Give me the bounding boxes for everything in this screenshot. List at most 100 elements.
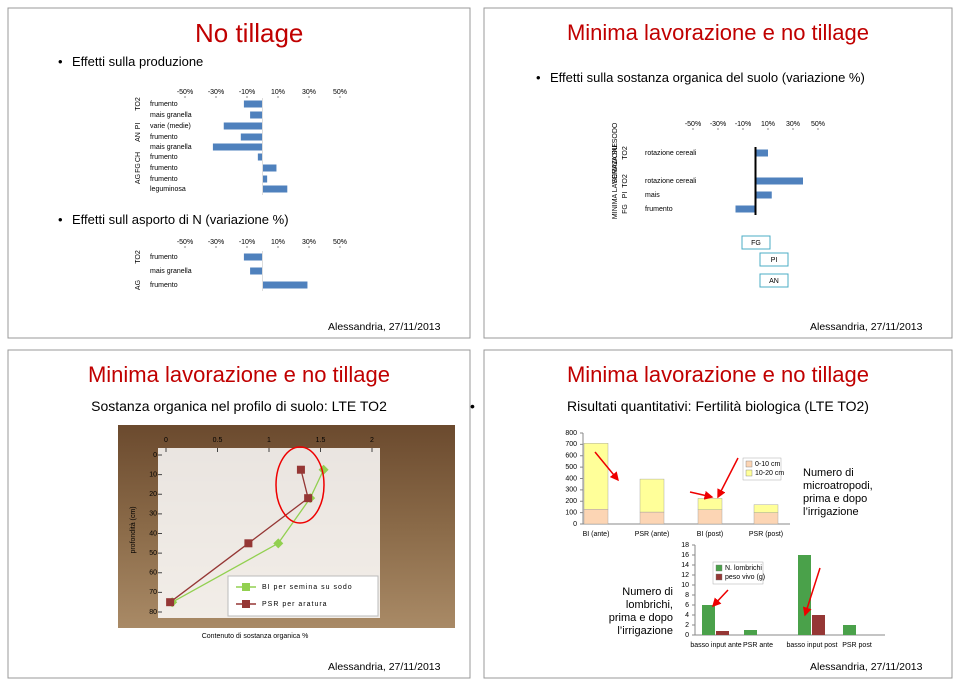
y-tick-label: 8 — [685, 592, 689, 599]
legend-box — [712, 561, 764, 585]
x-tick-label: 50% — [333, 89, 347, 96]
series-line — [171, 469, 325, 603]
x-tick-label: -30% — [208, 89, 224, 96]
x-tick-label: -50% — [177, 89, 193, 96]
y-tick-label: 18 — [681, 542, 689, 549]
category-label: frumento — [150, 165, 178, 172]
note: Numero di lombrichi, prima e dopo l’irri… — [608, 586, 673, 637]
category-label: frumento — [150, 134, 178, 141]
x-tick-label: PSR (post) — [749, 531, 783, 538]
y-tick-label: 70 — [149, 589, 157, 596]
marker-label: FG — [751, 240, 761, 247]
category-label: frumento — [150, 282, 178, 289]
legend-label: PSR per aratura — [262, 601, 328, 608]
slide-footer: Alessandria, 27/11/2013 — [328, 321, 441, 333]
section-label: SEMINA SU SODO — [612, 122, 619, 183]
category-label: frumento — [645, 206, 673, 213]
legend-label: 10-20 cm — [755, 470, 784, 477]
category-label: mais granella — [150, 268, 192, 275]
annotation-arrow — [689, 490, 714, 500]
x-tick-label: BI (ante) — [583, 531, 610, 538]
x-tick-label: -10% — [239, 89, 255, 96]
x-tick-label: -50% — [177, 239, 193, 246]
annotation-arrow — [717, 457, 739, 499]
series-line — [169, 469, 309, 603]
y-tick-label: 4 — [685, 612, 689, 619]
y-tick-label: 50 — [149, 550, 157, 557]
legend-box — [227, 575, 379, 617]
category-label: leguminosa — [150, 186, 186, 193]
y-tick-label: 2 — [685, 622, 689, 629]
category-label: mais granella — [150, 112, 192, 119]
x-tick-label: PSR (ante) — [635, 531, 670, 538]
x-tick-label: basso input ante — [690, 642, 741, 649]
x-tick-label: 30% — [786, 121, 800, 128]
y-tick-label: 16 — [681, 552, 689, 559]
bar-segment — [639, 511, 665, 525]
x-tick-label: PSR ante — [743, 642, 773, 649]
point — [304, 494, 313, 503]
bar — [812, 615, 825, 635]
category-label: mais granella — [150, 144, 192, 151]
y-tick-label: 300 — [565, 487, 577, 494]
y-tick-label: 0 — [153, 452, 157, 459]
point — [273, 538, 284, 549]
x-tick-label: 1 — [267, 437, 271, 444]
slide-footer: Alessandria, 27/11/2013 — [810, 661, 923, 673]
bar — [262, 175, 268, 183]
legend-swatch-marker — [242, 583, 250, 591]
group-label: FG — [135, 163, 142, 173]
bar — [716, 631, 729, 635]
x-tick-label: -30% — [208, 239, 224, 246]
bar — [240, 133, 263, 141]
bar — [798, 555, 811, 635]
marker-label: AN — [769, 278, 779, 285]
bar — [212, 143, 263, 151]
category-label: rotazione cereali — [645, 178, 697, 185]
y-tick-label: 80 — [149, 609, 157, 616]
annotation-arrow — [711, 589, 729, 608]
y-tick-label: 12 — [681, 572, 689, 579]
y-tick-label: 500 — [565, 464, 577, 471]
group-label: PI — [135, 123, 142, 130]
x-tick-label: 2 — [370, 437, 374, 444]
bar-segment — [697, 509, 723, 525]
y-tick-label: 14 — [681, 562, 689, 569]
group-label: FG — [622, 204, 629, 214]
legend-label: 0-10 cm — [755, 461, 780, 468]
y-tick-label: 100 — [565, 509, 577, 516]
bar — [257, 153, 263, 161]
section-label: MINIMA LAVORAZIONE — [612, 143, 619, 219]
group-label: PI — [622, 192, 629, 199]
slide-footer: Alessandria, 27/11/2013 — [810, 321, 923, 333]
x-tick-label: 0 — [164, 437, 168, 444]
y-tick-label: 0 — [685, 632, 689, 639]
y-tick-label: 700 — [565, 441, 577, 448]
category-label: frumento — [150, 154, 178, 161]
bar — [250, 111, 263, 119]
bar — [262, 281, 308, 289]
y-tick-label: 20 — [149, 491, 157, 498]
y-tick-label: 30 — [149, 511, 157, 518]
slide-title: No tillage — [195, 18, 304, 48]
legend-swatch-marker — [242, 600, 250, 608]
x-tick-label: 0.5 — [213, 437, 223, 444]
x-tick-label: -10% — [735, 121, 751, 128]
x-tick-label: BI (post) — [697, 531, 723, 538]
x-axis-label: Contenuto di sostanza organica % — [202, 633, 309, 640]
note: Numero di microatropodi, prima e dopo l’… — [803, 467, 873, 518]
bullet: Effetti sull asporto di N (variazione %) — [58, 212, 289, 227]
y-tick-label: 10 — [149, 471, 157, 478]
bar — [243, 100, 263, 108]
x-tick-label: 1.5 — [316, 437, 326, 444]
marker-box — [741, 235, 771, 250]
category-label: rotazione cereali — [645, 150, 697, 157]
annotation-arrow — [802, 567, 821, 617]
category-label: varie (medie) — [150, 123, 191, 130]
bar — [223, 122, 263, 130]
slide-footer: Alessandria, 27/11/2013 — [328, 661, 441, 673]
bullet: Effetti sulla sostanza organica del suol… — [536, 70, 865, 85]
bar — [262, 185, 288, 193]
bar-segment — [697, 498, 723, 510]
